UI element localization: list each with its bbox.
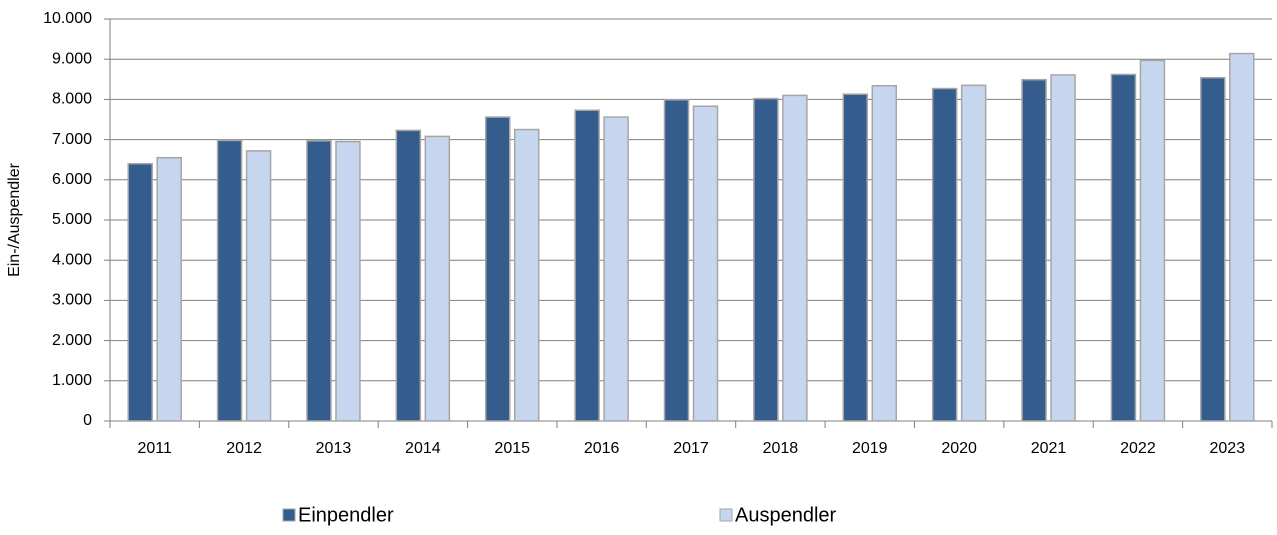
bar: [871, 84, 898, 422]
bar: [753, 97, 779, 422]
bar: [513, 128, 540, 422]
bar: [842, 93, 869, 422]
y-tick-label: 9.000: [52, 50, 92, 67]
y-tick-label: 4.000: [52, 251, 92, 268]
bar: [1229, 52, 1255, 422]
x-tick-label: 2014: [405, 440, 441, 457]
x-tick-label: 2022: [1120, 440, 1156, 457]
x-tick-label: 2012: [226, 440, 262, 457]
y-tick-label: 0: [83, 412, 92, 429]
bar: [216, 139, 243, 422]
bar: [156, 156, 182, 422]
bar: [574, 109, 600, 422]
legend-swatch: [719, 508, 733, 522]
x-tick-label: 2016: [584, 440, 620, 457]
x-tick-label: 2017: [673, 440, 709, 457]
legend-label: Einpendler: [298, 504, 394, 526]
bar: [782, 94, 808, 422]
y-tick-label: 10.000: [43, 10, 92, 27]
bar: [931, 87, 958, 422]
bar: [692, 105, 719, 422]
y-tick-label: 2.000: [52, 332, 92, 349]
bar: [1139, 59, 1166, 422]
y-tick-label: 3.000: [52, 292, 92, 309]
x-tick-label: 2015: [494, 440, 530, 457]
bar: [127, 162, 153, 422]
bar: [1050, 74, 1076, 422]
y-tick-label: 6.000: [52, 171, 92, 188]
bar: [335, 140, 361, 422]
bar: [245, 150, 272, 422]
legend-label: Auspendler: [735, 504, 837, 526]
bar: [603, 116, 629, 422]
bar: [960, 84, 987, 422]
x-tick-label: 2020: [941, 440, 977, 457]
bar: [484, 116, 511, 422]
bar: [1200, 76, 1226, 422]
x-tick-label: 2011: [137, 440, 172, 457]
x-tick-label: 2021: [1031, 440, 1067, 457]
x-tick-label: 2018: [763, 440, 799, 457]
legend-swatch: [282, 508, 296, 522]
y-tick-label: 1.000: [52, 372, 92, 389]
y-tick-label: 7.000: [52, 131, 92, 148]
x-tick-label: 2023: [1210, 440, 1246, 457]
x-tick-label: 2013: [316, 440, 352, 457]
bar: [306, 140, 332, 422]
bar: [1110, 73, 1137, 422]
bar: [1021, 78, 1047, 422]
y-axis-label: Ein-/Auspendler: [6, 162, 23, 277]
bar: [663, 99, 690, 422]
y-tick-label: 5.000: [52, 211, 92, 228]
bar: [424, 135, 451, 422]
y-tick-label: 8.000: [52, 91, 92, 108]
x-tick-label: 2019: [852, 440, 888, 457]
bar: [395, 129, 422, 422]
